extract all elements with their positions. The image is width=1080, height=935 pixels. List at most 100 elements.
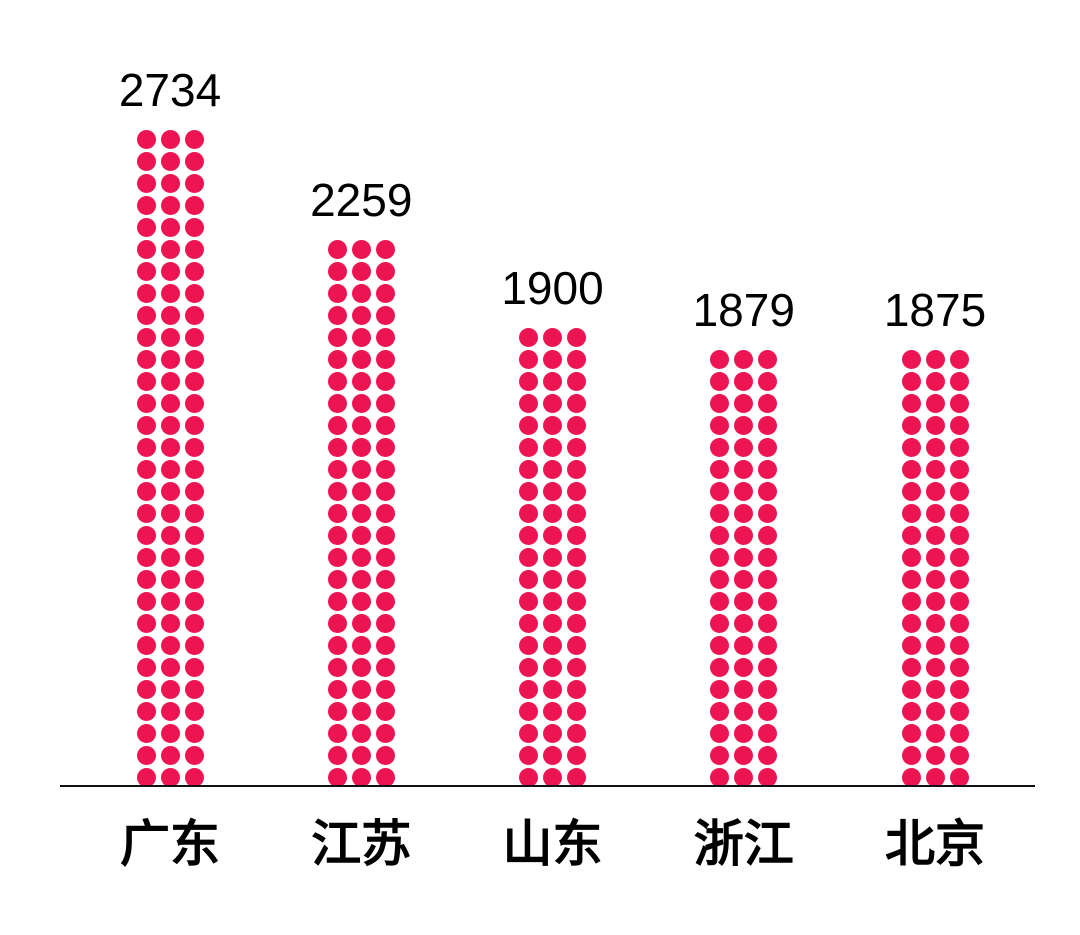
dot-icon	[160, 570, 180, 589]
bar-group: 1900 山东	[483, 0, 623, 935]
dot-icon	[351, 702, 371, 721]
dot-icon	[734, 746, 754, 765]
dot-row	[901, 768, 969, 787]
dot-row	[519, 482, 586, 501]
dot-row	[136, 262, 204, 281]
dot-row	[327, 482, 395, 501]
dot-icon	[567, 680, 586, 699]
dot-icon	[543, 702, 562, 721]
dot-icon	[901, 680, 921, 699]
dot-icon	[327, 658, 347, 677]
dot-icon	[160, 548, 180, 567]
dot-icon	[351, 262, 371, 281]
dot-icon	[925, 350, 945, 369]
dot-row	[519, 372, 586, 391]
dot-icon	[519, 416, 538, 435]
dot-icon	[351, 328, 371, 347]
dot-icon	[351, 658, 371, 677]
dot-icon	[136, 130, 156, 149]
dot-icon	[327, 570, 347, 589]
dot-icon	[519, 394, 538, 413]
dot-row	[519, 350, 586, 369]
dot-icon	[184, 592, 204, 611]
dot-row	[136, 240, 204, 259]
dot-icon	[160, 240, 180, 259]
dot-icon	[949, 724, 969, 743]
dot-row	[710, 746, 778, 765]
dot-row	[136, 658, 204, 677]
category-label: 江苏	[311, 816, 412, 872]
dot-row	[327, 614, 395, 633]
dot-row	[327, 504, 395, 523]
dot-icon	[351, 680, 371, 699]
dot-icon	[375, 394, 395, 413]
dot-icon	[184, 768, 204, 787]
dot-row	[519, 592, 586, 611]
dot-icon	[327, 636, 347, 655]
dot-row	[710, 548, 778, 567]
dot-icon	[351, 614, 371, 633]
dot-row	[901, 658, 969, 677]
dot-row	[901, 592, 969, 611]
dot-icon	[519, 724, 538, 743]
dot-icon	[136, 746, 156, 765]
dot-icon	[949, 592, 969, 611]
dot-icon	[567, 614, 586, 633]
dot-row	[327, 702, 395, 721]
dot-icon	[375, 438, 395, 457]
dot-row	[901, 702, 969, 721]
dot-icon	[710, 548, 730, 567]
dot-icon	[758, 768, 778, 787]
dot-icon	[160, 284, 180, 303]
dot-icon	[901, 526, 921, 545]
dot-row	[136, 548, 204, 567]
dot-icon	[949, 416, 969, 435]
dot-row	[136, 724, 204, 743]
dot-icon	[758, 702, 778, 721]
dot-icon	[949, 658, 969, 677]
dot-row	[327, 636, 395, 655]
dot-icon	[184, 350, 204, 369]
dot-icon	[949, 614, 969, 633]
dot-icon	[519, 328, 538, 347]
dot-icon	[734, 460, 754, 479]
dot-icon	[567, 702, 586, 721]
dot-row	[136, 218, 204, 237]
dot-row	[327, 416, 395, 435]
dot-row	[710, 350, 778, 369]
dot-icon	[758, 394, 778, 413]
dot-row	[136, 636, 204, 655]
dot-icon	[327, 724, 347, 743]
dot-row	[136, 174, 204, 193]
dot-icon	[925, 416, 945, 435]
dot-icon	[160, 174, 180, 193]
dot-icon	[351, 592, 371, 611]
dot-icon	[136, 328, 156, 347]
bar-group: 2734 广东	[100, 0, 240, 935]
dot-icon	[710, 614, 730, 633]
dot-row	[136, 680, 204, 699]
dot-icon	[327, 328, 347, 347]
dot-row	[519, 724, 586, 743]
dot-icon	[136, 416, 156, 435]
dot-row	[710, 680, 778, 699]
dot-row	[710, 372, 778, 391]
dot-icon	[327, 240, 347, 259]
dot-row	[327, 680, 395, 699]
dot-icon	[327, 702, 347, 721]
dot-icon	[734, 372, 754, 391]
dot-icon	[160, 218, 180, 237]
dot-icon	[710, 768, 730, 787]
dot-icon	[949, 636, 969, 655]
dot-icon	[567, 548, 586, 567]
category-label: 山东	[502, 816, 603, 872]
dot-icon	[375, 504, 395, 523]
dot-icon	[925, 768, 945, 787]
dot-icon	[758, 372, 778, 391]
dot-icon	[758, 746, 778, 765]
dot-icon	[184, 746, 204, 765]
dot-icon	[543, 636, 562, 655]
dot-row	[136, 592, 204, 611]
dot-icon	[184, 196, 204, 215]
dot-row	[901, 350, 969, 369]
